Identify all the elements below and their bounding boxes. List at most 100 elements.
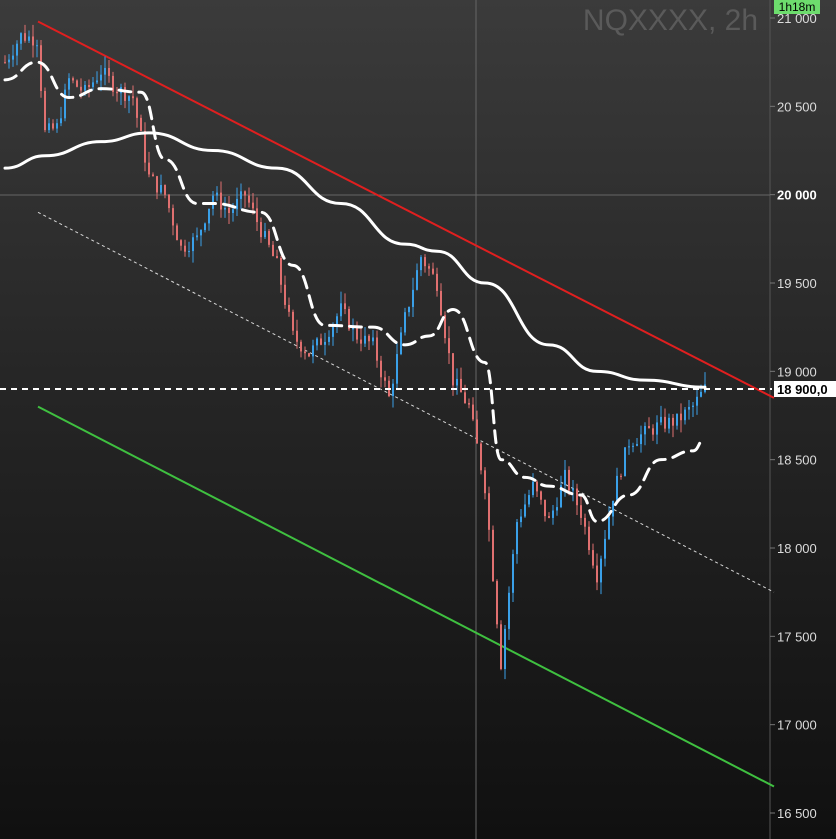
candle-body [316,338,318,346]
candle-body [324,341,326,345]
candle-body [244,191,246,196]
candle-body [448,338,450,354]
candle-body [572,488,574,491]
candle-body [496,581,498,625]
candle-body [64,89,66,119]
candle-body [580,505,582,518]
candle-body [276,256,278,259]
candle-body [516,522,518,555]
candle-body [480,443,482,471]
candle-body [524,504,526,517]
candle-body [616,475,618,501]
candle-body [640,434,642,445]
candle-body [672,417,674,426]
candle-body [364,335,366,344]
candle-body [556,507,558,511]
candle-body [84,84,86,91]
candle-body [492,529,494,582]
candle-body [100,74,102,81]
candle-body [604,538,606,559]
candle-body [312,345,314,357]
candle-body [416,270,418,290]
candle-body [332,325,334,337]
candle-body [360,339,362,344]
candle-body [656,422,658,435]
y-tick-label: 16 500 [777,806,817,821]
candle-body [48,123,50,131]
candle-body [8,59,10,63]
candle-body [28,36,30,41]
candle-body [452,353,454,386]
candle-body [284,284,286,305]
candle-body [328,336,330,342]
candle-body [192,237,194,252]
y-tick-label: 20 000 [777,188,817,203]
candle-body [196,235,198,238]
candle-body [368,335,370,342]
candle-body [676,413,678,426]
candle-body [16,43,18,56]
candle-body [180,240,182,246]
candle-body [272,244,274,257]
candle-body [648,426,650,429]
candle-body [468,403,470,405]
trendline-channel-mid [37,211,775,593]
candle-body [624,447,626,477]
candle-body [424,257,426,267]
candle-body [140,117,142,131]
candle-body [252,202,254,209]
candle-body [116,91,118,94]
candle-body [540,491,542,500]
candle-body [528,495,530,505]
candle-body [508,592,510,629]
candle-body [204,223,206,231]
candle-body [80,86,82,91]
candle-body [60,118,62,124]
candle-body [172,208,174,226]
candle-body [612,500,614,517]
candle-body [160,184,162,193]
candle-body [412,289,414,307]
candle-body [256,208,258,223]
candle-body [168,194,170,209]
candle-body [248,195,250,203]
candle-body [460,378,462,393]
candle-body [124,87,126,101]
candle-body [144,130,146,163]
candle-body [36,45,38,47]
candle-body [296,330,298,342]
candle-body [320,338,322,345]
candle-body [348,309,350,330]
candle-body [372,337,374,342]
candle-body [420,257,422,271]
candle-body [464,392,466,404]
candle-body [44,90,46,131]
candle-body [688,406,690,410]
candle-body [588,526,590,551]
candle-body [32,36,34,46]
candle-body [700,391,702,397]
candle-body [552,510,554,518]
candle-body [608,516,610,539]
candle-body [484,470,486,494]
candle-body [584,517,586,527]
candle-body [336,316,338,326]
candle-body [76,80,78,87]
y-tick-label: 20 500 [777,99,817,114]
candle-body [268,231,270,245]
candle-body [184,245,186,252]
candle-body [532,481,534,496]
candle-body [404,312,406,333]
candle-body [200,230,202,236]
candle-body [376,337,378,361]
candle-body [224,207,226,210]
candle-body [384,377,386,381]
chart-title: NQXXXX, 2h [583,4,758,37]
candle-body [208,208,210,224]
candle-body [236,198,238,210]
candle-body [136,98,138,118]
moving-averages [3,60,707,524]
candle-body [600,558,602,583]
candle-body [128,96,130,101]
